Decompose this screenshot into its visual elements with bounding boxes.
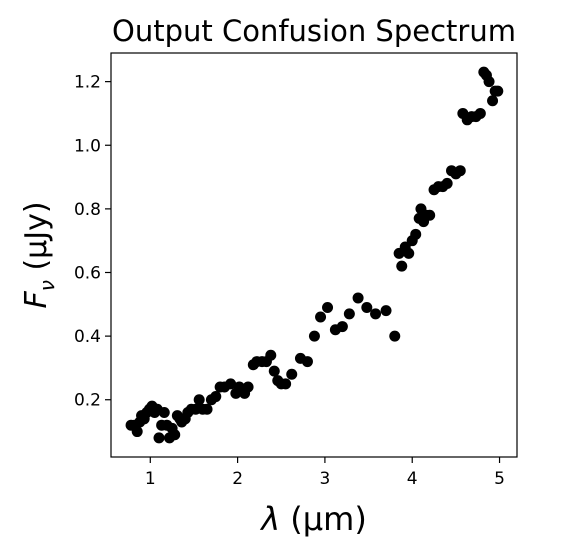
data-point	[322, 301, 334, 313]
y-axis-label: Fν (μJy)	[19, 201, 59, 308]
y-tick-label: 0.6	[74, 263, 101, 283]
data-point	[483, 76, 495, 88]
data-point	[403, 247, 415, 259]
y-axis-ticks: 0.2 0.4 0.6 0.8 1.0 1.2	[74, 73, 111, 411]
data-point	[286, 368, 298, 380]
data-point	[380, 305, 392, 317]
data-point	[487, 95, 499, 107]
y-axis-label-unit: (μJy)	[19, 201, 54, 280]
data-point	[336, 321, 348, 333]
data-point	[153, 432, 165, 444]
x-tick-label: 1	[145, 469, 156, 489]
data-point	[201, 403, 213, 415]
x-tick-label: 4	[407, 469, 418, 489]
data-point	[370, 308, 382, 320]
y-axis-label-symbol: F	[19, 291, 54, 309]
data-point	[280, 378, 292, 390]
y-tick-label: 0.2	[74, 391, 101, 411]
x-axis-label-symbol: λ	[259, 500, 280, 538]
data-point	[131, 426, 143, 438]
data-point	[361, 301, 373, 313]
data-points	[125, 66, 504, 444]
data-point	[410, 228, 422, 240]
y-tick-label: 1.2	[74, 73, 101, 93]
data-point	[441, 177, 453, 189]
data-point	[265, 349, 277, 361]
data-point	[474, 107, 486, 119]
data-point	[396, 260, 408, 272]
x-axis-label-unit: (μm)	[280, 500, 367, 538]
data-point	[193, 394, 205, 406]
data-point	[343, 308, 355, 320]
data-point	[169, 429, 181, 441]
data-point	[158, 406, 170, 418]
data-point	[308, 330, 320, 342]
data-point	[454, 165, 466, 177]
data-point	[389, 330, 401, 342]
data-point	[210, 391, 222, 403]
y-axis-label-subscript: ν	[35, 280, 59, 291]
x-tick-label: 3	[319, 469, 330, 489]
y-tick-label: 0.4	[74, 327, 101, 347]
data-point	[424, 209, 436, 221]
x-tick-label: 5	[494, 469, 505, 489]
chart-title: Output Confusion Spectrum	[112, 14, 516, 48]
data-point	[242, 381, 254, 393]
data-point	[352, 292, 364, 304]
x-axis-ticks: 1 2 3 4 5	[145, 457, 505, 489]
data-point	[225, 378, 237, 390]
data-point	[315, 311, 327, 323]
data-point	[492, 85, 504, 97]
plot-area	[110, 52, 518, 458]
x-axis-label: λ (μm)	[259, 500, 367, 538]
data-point	[301, 356, 313, 368]
plot-frame	[110, 52, 518, 458]
data-point	[268, 365, 280, 377]
y-tick-label: 1.0	[74, 136, 101, 156]
y-tick-label: 0.8	[74, 200, 101, 220]
x-tick-label: 2	[232, 469, 243, 489]
